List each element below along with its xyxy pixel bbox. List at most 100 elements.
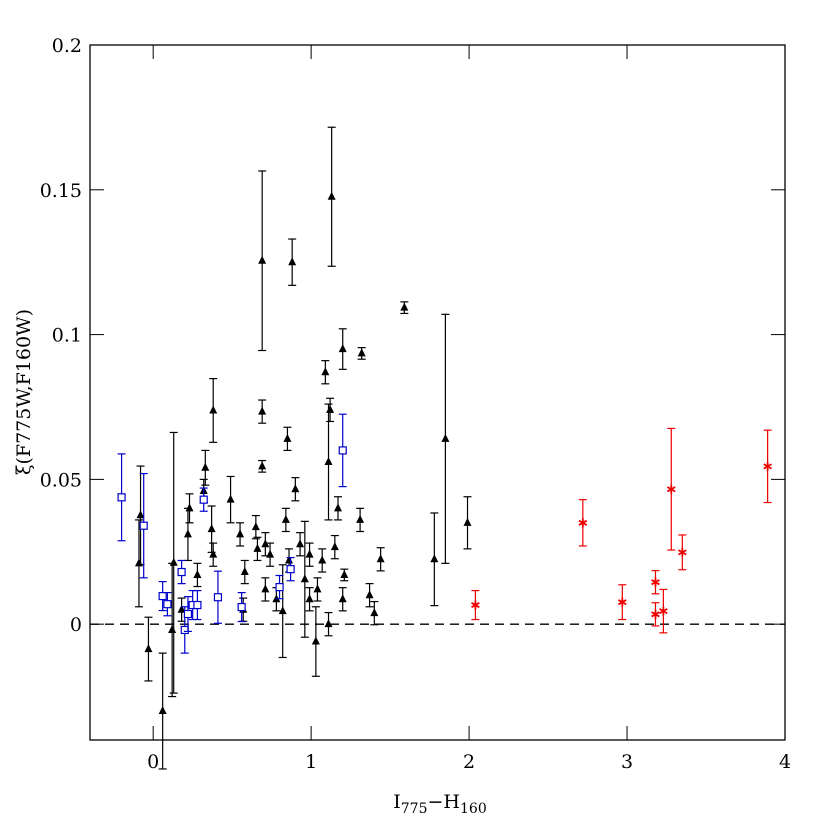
point — [281, 514, 290, 523]
point — [338, 344, 347, 353]
square-marker — [177, 567, 186, 577]
y-tick-label: 0.1 — [52, 325, 82, 347]
square-marker — [213, 593, 223, 602]
point — [136, 510, 145, 519]
square-marker — [117, 493, 126, 502]
x-axis-label: I775−H160 — [393, 791, 486, 817]
triangle-marker — [185, 503, 194, 512]
triangle-marker — [305, 594, 314, 603]
triangle-marker — [261, 584, 270, 593]
point — [578, 518, 588, 528]
point — [275, 582, 284, 592]
point — [134, 558, 143, 567]
point — [305, 549, 314, 558]
point — [318, 555, 327, 564]
star-stroke — [471, 602, 480, 609]
point — [158, 706, 167, 715]
square-marker — [338, 446, 347, 455]
x-label-sub: 160 — [460, 801, 487, 817]
star-stroke — [666, 486, 676, 493]
point — [365, 590, 374, 599]
point — [333, 503, 342, 512]
triangle-marker — [168, 624, 177, 633]
triangle-marker — [338, 594, 347, 603]
triangle-marker — [136, 510, 145, 519]
triangle-marker — [313, 584, 322, 593]
point — [261, 584, 270, 593]
square-marker — [275, 582, 284, 592]
triangle-marker — [258, 461, 267, 470]
x-tick-label: 1 — [305, 751, 317, 773]
triangle-marker — [333, 503, 342, 512]
x-tick-label: 2 — [463, 751, 475, 773]
triangle-marker — [158, 706, 167, 715]
point — [651, 609, 660, 619]
triangle-marker — [281, 514, 290, 523]
triangle-marker — [340, 569, 349, 578]
point — [285, 555, 294, 564]
triangle-marker — [376, 554, 385, 563]
point — [226, 494, 235, 503]
triangle-marker — [169, 557, 178, 566]
square-marker — [183, 609, 193, 619]
point — [313, 584, 322, 593]
star-stroke — [659, 608, 668, 615]
point — [177, 604, 186, 613]
triangle-marker — [441, 433, 450, 442]
triangle-marker — [291, 484, 300, 493]
square-marker — [158, 591, 167, 601]
y-tick-label: 0.05 — [40, 469, 82, 491]
point — [168, 624, 177, 633]
point — [659, 606, 668, 616]
point — [185, 503, 194, 512]
triangle-marker — [134, 558, 143, 567]
triangle-marker — [296, 539, 305, 548]
point — [338, 594, 347, 603]
point — [326, 404, 335, 413]
point — [213, 593, 223, 602]
point — [183, 609, 193, 619]
point — [340, 569, 349, 578]
point — [193, 569, 202, 578]
triangle-marker — [330, 542, 339, 551]
point — [286, 565, 295, 574]
point — [117, 493, 126, 502]
point — [288, 257, 297, 266]
point — [651, 577, 660, 587]
point — [258, 406, 267, 415]
point — [209, 405, 218, 414]
point — [370, 608, 379, 617]
point — [291, 484, 300, 493]
triangle-marker — [240, 567, 249, 576]
point — [356, 514, 365, 523]
point — [471, 600, 480, 610]
square-marker — [286, 565, 295, 574]
triangle-marker — [305, 549, 314, 558]
triangle-marker — [226, 494, 235, 503]
triangle-marker — [266, 549, 275, 558]
point — [258, 255, 267, 264]
triangle-marker — [207, 524, 216, 533]
triangle-marker — [258, 255, 267, 264]
triangle-marker — [144, 644, 153, 653]
triangle-marker — [253, 543, 262, 552]
triangle-marker — [261, 539, 270, 548]
triangle-marker — [283, 433, 292, 442]
triangle-marker — [326, 404, 335, 413]
point — [300, 574, 309, 583]
triangle-marker — [278, 606, 287, 615]
triangle-marker — [338, 344, 347, 353]
point — [253, 543, 262, 552]
point — [258, 461, 267, 470]
triangle-marker — [327, 191, 336, 200]
triangle-marker — [321, 367, 330, 376]
point — [240, 567, 249, 576]
y-tick-label: 0 — [70, 614, 82, 636]
point — [430, 554, 439, 563]
triangle-marker — [209, 405, 218, 414]
point — [237, 602, 246, 612]
triangle-marker — [183, 529, 192, 538]
square-marker — [139, 521, 148, 530]
point — [236, 529, 245, 538]
